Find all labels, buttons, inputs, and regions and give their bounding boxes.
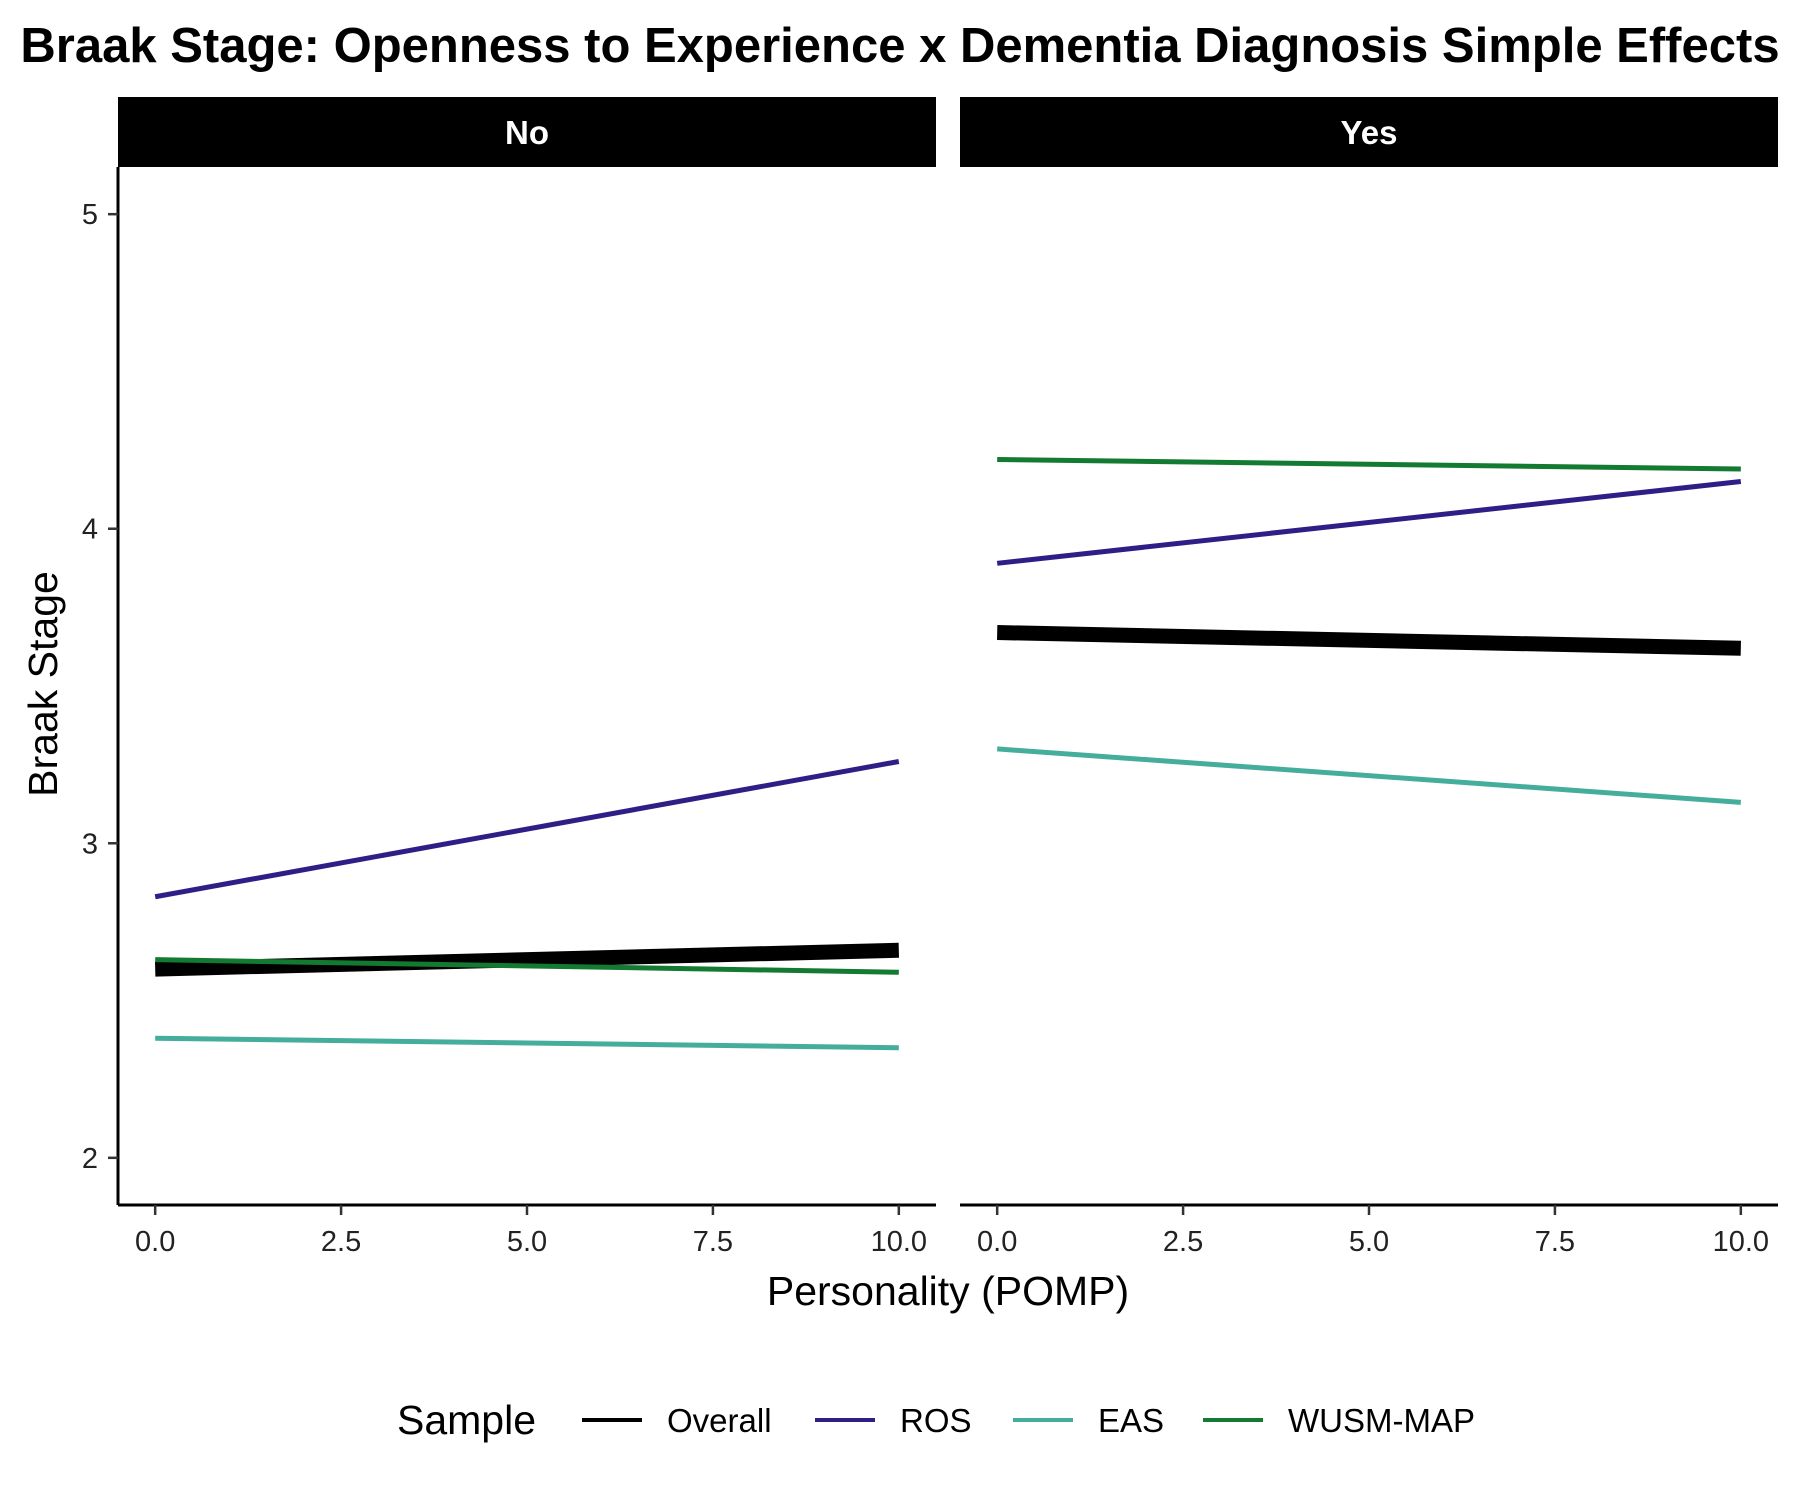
legend-label-wusm-map: WUSM-MAP — [1288, 1402, 1475, 1439]
panel-yes: Yes 0.0 2.5 5.0 7.5 10.0 — [960, 97, 1778, 1258]
legend-label-eas: EAS — [1098, 1402, 1164, 1439]
facet-strip-label: Yes — [1341, 114, 1398, 151]
legend: Sample Overall ROS EAS WUSM-MAP — [397, 1397, 1475, 1443]
y-tick-label: 2 — [82, 1143, 98, 1175]
x-tick-label: 5.0 — [507, 1226, 547, 1258]
series-line-ros — [996, 479, 1742, 566]
y-axis-title: Braak Stage — [20, 571, 66, 797]
x-tick-label: 7.5 — [1535, 1226, 1575, 1258]
series-line-ros — [154, 759, 900, 900]
series-line-wusm-map — [997, 457, 1741, 472]
x-tick-label: 10.0 — [871, 1226, 927, 1258]
facet-strip-yes — [960, 97, 1778, 167]
x-axis-title: Personality (POMP) — [767, 1268, 1129, 1314]
panel-no: No 0.0 2.5 5.0 7.5 10.0 2 3 4 5 — [82, 97, 936, 1258]
legend-title: Sample — [397, 1397, 536, 1443]
chart-title: Braak Stage: Openness to Experience x De… — [20, 19, 1779, 73]
series-line-overall — [154, 942, 900, 977]
series-line-wusm-map — [155, 957, 899, 975]
x-tick-label: 10.0 — [1713, 1226, 1769, 1258]
y-tick-label: 4 — [82, 514, 98, 546]
x-tick-label: 0.0 — [135, 1226, 175, 1258]
facet-strip-label: No — [505, 114, 549, 151]
x-tick-label: 0.0 — [977, 1226, 1017, 1258]
x-tick-label: 7.5 — [693, 1226, 733, 1258]
x-tick-label: 2.5 — [1163, 1226, 1203, 1258]
legend-label-overall: Overall — [667, 1402, 772, 1439]
y-tick-label: 5 — [82, 199, 98, 231]
x-tick-label: 2.5 — [321, 1226, 361, 1258]
y-tick-label: 3 — [82, 828, 98, 860]
legend-label-ros: ROS — [900, 1402, 972, 1439]
series-line-eas — [155, 1035, 899, 1051]
series-line-eas — [997, 746, 1741, 805]
series-line-overall — [997, 625, 1741, 656]
x-tick-label: 5.0 — [1349, 1226, 1389, 1258]
facet-strip-no — [118, 97, 936, 167]
